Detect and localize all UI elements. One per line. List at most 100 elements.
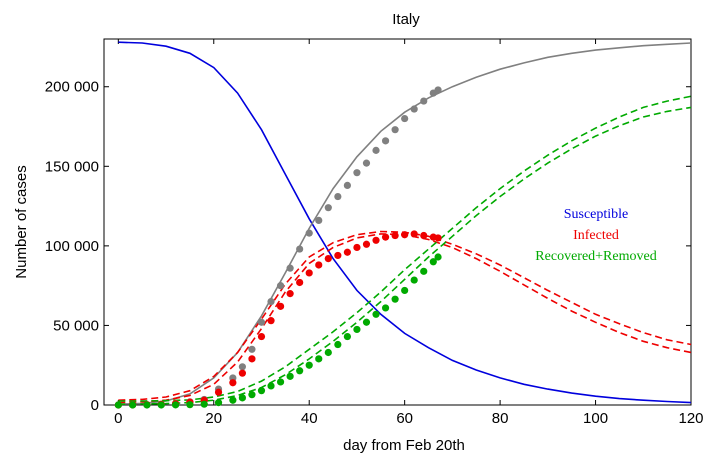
infected_data-point [343, 248, 351, 256]
recovered_data-point [296, 367, 304, 375]
recovered_data-point [276, 378, 285, 386]
infected_data-point [305, 269, 313, 277]
recovered_data-point [372, 310, 380, 318]
y-axis-label: Number of cases [13, 165, 30, 278]
recovered_data-point [324, 348, 332, 357]
y-tick-label: 0 [91, 397, 99, 414]
susceptible-line [118, 41, 692, 404]
total_data-point [315, 216, 323, 225]
recovered_data-point [391, 295, 399, 303]
recovered_data-point [343, 332, 351, 341]
total_data-point [248, 345, 256, 353]
legend-entry: Recovered+Removed [535, 249, 656, 264]
recovered_fit_lower-line [118, 106, 692, 405]
recovered_data-point [315, 355, 323, 363]
recovered_data-point [129, 401, 137, 409]
x-tick-label: 40 [301, 410, 318, 427]
x-tick-label: 120 [678, 410, 703, 427]
infected_data-point [257, 332, 266, 341]
infected_data-point [410, 230, 418, 238]
total_data-point [257, 318, 266, 326]
infected_data-point [229, 379, 237, 387]
total_data-point [391, 126, 399, 134]
series-lines [118, 41, 692, 405]
infected_data-point [401, 231, 409, 239]
recovered_data-point [305, 361, 313, 369]
x-axis-label: day from Feb 20th [343, 437, 465, 454]
recovered_data-point [114, 401, 122, 409]
plot-frame [103, 38, 692, 406]
x-tick-label: 100 [583, 410, 608, 427]
recovered_fit_upper-line [118, 95, 692, 402]
recovered_data-point [267, 382, 275, 390]
total_data-point [401, 114, 409, 123]
infected_data-point [214, 388, 223, 396]
recovered_data-point [238, 394, 246, 402]
x-tick-label: 0 [114, 410, 122, 427]
recovered_data-point [410, 276, 418, 284]
total_data-point [305, 229, 313, 237]
infected_data-point [353, 243, 361, 252]
recovered_data-point [334, 340, 342, 349]
infected_data-point [434, 234, 442, 242]
total_data-point [334, 192, 342, 201]
infected_data-point [381, 233, 390, 241]
total_data-point [267, 297, 275, 306]
recovered_data-point [257, 387, 266, 395]
x-tick-label: 60 [396, 410, 413, 427]
infected_data-point [315, 261, 323, 269]
axis-ticks: 0 20 40 60 80 100 120 0 50 000 100 000 150 000 200 … [45, 39, 704, 427]
infected_data-point [391, 231, 399, 240]
total_data-point [286, 264, 294, 272]
infected_data-point [372, 236, 380, 244]
infected_data-point [238, 369, 246, 377]
infected_data-point [334, 251, 342, 260]
y-tick-label: 150 000 [45, 158, 99, 175]
y-tick-label: 200 000 [45, 79, 99, 96]
recovered_data-point [381, 304, 390, 312]
recovered_data-point [429, 258, 437, 266]
recovered_data-point [286, 372, 294, 380]
total_data-point [434, 86, 442, 94]
recovered_data-point [362, 318, 371, 326]
y-tick-label: 50 000 [53, 317, 99, 334]
recovered_data-point [200, 400, 208, 408]
total_data-point [410, 105, 418, 113]
total_data-point [353, 169, 361, 177]
x-tick-label: 80 [492, 410, 509, 427]
recovered_data-point [434, 253, 442, 261]
total_data-point [276, 282, 285, 290]
infected_data-point [324, 255, 332, 263]
recovered_data-point [353, 325, 361, 334]
infected_data-point [296, 278, 304, 287]
total_data-point [343, 181, 351, 189]
infected_data-point [248, 355, 256, 363]
recovered_data-point [143, 401, 151, 409]
data-points [114, 86, 442, 409]
chart-title: Italy [392, 11, 420, 28]
total_data-point [372, 146, 380, 154]
infected_data-point [420, 231, 428, 240]
infected_data-point [362, 240, 371, 248]
x-tick-label: 20 [205, 410, 222, 427]
total_fit-line [118, 42, 692, 405]
legend-entry: Susceptible [564, 207, 629, 222]
legend-entry: Infected [573, 228, 619, 243]
recovered_data-point [401, 286, 409, 295]
infected_data-point [267, 317, 275, 325]
recovered_data-point [420, 267, 428, 275]
total_data-point [296, 245, 304, 253]
recovered_data-point [186, 401, 194, 409]
total_data-point [381, 137, 390, 145]
total_data-point [420, 97, 428, 105]
recovered_data-point [214, 399, 223, 407]
infected_data-point [276, 302, 285, 310]
total_data-point [238, 363, 246, 371]
y-tick-label: 100 000 [45, 238, 99, 255]
infected_data-point [286, 290, 294, 298]
recovered_data-point [171, 401, 180, 409]
recovered_data-point [157, 401, 165, 409]
recovered_data-point [248, 391, 256, 399]
legend: Susceptible Infected Recovered+Removed [535, 207, 656, 264]
